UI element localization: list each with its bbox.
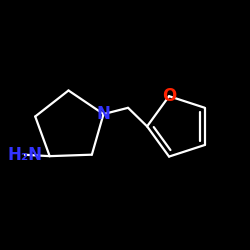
Text: O: O bbox=[162, 87, 176, 105]
Text: H₂N: H₂N bbox=[7, 146, 42, 164]
Text: N: N bbox=[96, 105, 110, 123]
